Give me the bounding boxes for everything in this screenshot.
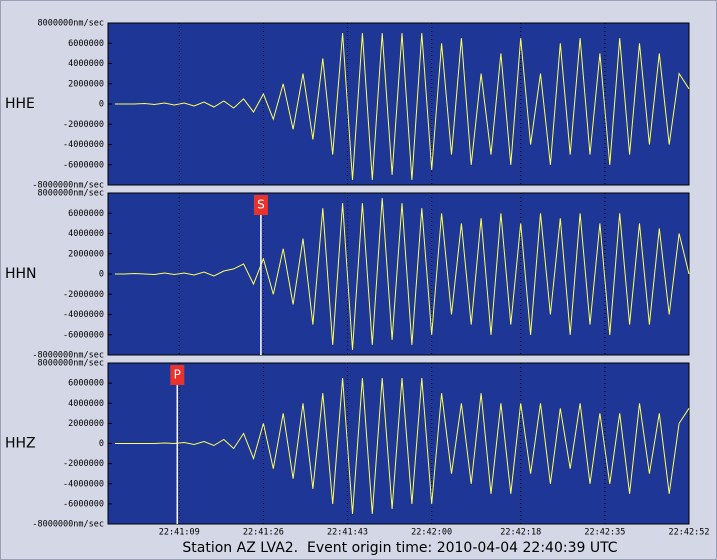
x-tick-label: 22:42:18	[500, 528, 541, 538]
y-tick-label: 0	[99, 439, 104, 449]
y-tick-label: -2000000	[63, 120, 104, 130]
y-tick-label: 6000000	[68, 39, 104, 49]
x-tick-label: 22:41:09	[159, 528, 200, 538]
phase-label: S	[257, 198, 265, 212]
phase-box	[253, 195, 268, 215]
x-tick-label: 22:42:35	[584, 528, 625, 538]
x-tick-label: 22:42:52	[669, 528, 710, 538]
y-tick-label: 8000000nm/sec	[37, 359, 104, 369]
y-tick-label: -6000000	[63, 160, 104, 170]
y-tick-label: 0	[99, 100, 104, 110]
channel-label: HHE	[5, 96, 35, 112]
plot-area	[107, 362, 690, 525]
x-tick-label: 22:41:43	[327, 528, 368, 538]
y-tick-label: 4000000	[68, 399, 104, 409]
caption: Station AZ LVA2. Event origin time: 2010…	[182, 540, 617, 556]
y-tick-label: 2000000	[68, 79, 104, 89]
y-tick-label: -8000000nm/sec	[32, 181, 104, 191]
plot-area	[107, 22, 690, 186]
y-tick-label: 8000000nm/sec	[37, 19, 104, 29]
plot-area	[107, 192, 690, 356]
waveform	[114, 378, 690, 514]
y-tick-label: -8000000nm/sec	[32, 520, 104, 530]
y-tick-label: -2000000	[63, 459, 104, 469]
y-tick-label: -6000000	[63, 330, 104, 340]
y-tick-label: 2000000	[68, 249, 104, 259]
y-tick-label: 8000000nm/sec	[37, 189, 104, 199]
y-tick-label: -4000000	[63, 140, 104, 150]
channel-label: HHZ	[5, 436, 36, 452]
y-tick-label: 0	[99, 270, 104, 280]
channel-label: HHN	[5, 266, 37, 282]
y-tick-label: 4000000	[68, 59, 104, 69]
y-tick-label: 6000000	[68, 379, 104, 389]
y-tick-label: -6000000	[63, 499, 104, 509]
x-tick-label: 22:41:26	[243, 528, 284, 538]
x-tick-label: 22:42:00	[411, 528, 452, 538]
y-tick-label: -4000000	[63, 310, 104, 320]
y-tick-label: 6000000	[68, 209, 104, 219]
waveform	[114, 198, 690, 350]
y-tick-label: 4000000	[68, 229, 104, 239]
y-tick-label: -4000000	[63, 479, 104, 489]
phase-label: P	[174, 368, 181, 382]
y-tick-label: 2000000	[68, 419, 104, 429]
y-tick-label: -8000000nm/sec	[32, 351, 104, 361]
phase-box	[170, 365, 185, 385]
waveform	[114, 33, 690, 180]
y-tick-label: -2000000	[63, 290, 104, 300]
